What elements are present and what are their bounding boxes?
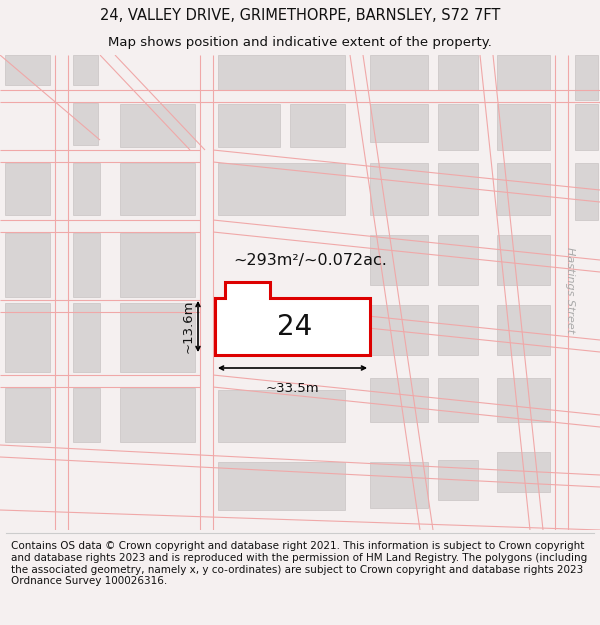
Polygon shape bbox=[73, 103, 98, 145]
Polygon shape bbox=[497, 378, 550, 422]
Text: 24: 24 bbox=[277, 313, 313, 341]
Polygon shape bbox=[215, 282, 370, 355]
Polygon shape bbox=[5, 163, 50, 215]
Polygon shape bbox=[575, 55, 598, 100]
Polygon shape bbox=[73, 388, 100, 442]
Polygon shape bbox=[497, 104, 550, 150]
Polygon shape bbox=[438, 104, 478, 150]
Polygon shape bbox=[5, 233, 50, 297]
Polygon shape bbox=[218, 163, 345, 215]
Polygon shape bbox=[120, 303, 195, 372]
Polygon shape bbox=[370, 462, 428, 508]
Polygon shape bbox=[438, 55, 478, 90]
Text: 24, VALLEY DRIVE, GRIMETHORPE, BARNSLEY, S72 7FT: 24, VALLEY DRIVE, GRIMETHORPE, BARNSLEY,… bbox=[100, 8, 500, 23]
Polygon shape bbox=[370, 305, 428, 355]
Polygon shape bbox=[290, 104, 345, 147]
Polygon shape bbox=[370, 163, 428, 215]
Polygon shape bbox=[497, 305, 550, 355]
Text: ~13.6m: ~13.6m bbox=[182, 300, 195, 353]
Polygon shape bbox=[73, 303, 100, 372]
Polygon shape bbox=[218, 104, 280, 147]
Polygon shape bbox=[73, 163, 100, 215]
Polygon shape bbox=[438, 460, 478, 500]
Polygon shape bbox=[5, 388, 50, 442]
Polygon shape bbox=[497, 55, 550, 90]
Polygon shape bbox=[5, 303, 50, 372]
Polygon shape bbox=[438, 235, 478, 285]
Polygon shape bbox=[370, 104, 428, 142]
Text: Map shows position and indicative extent of the property.: Map shows position and indicative extent… bbox=[108, 36, 492, 49]
Text: ~293m²/~0.072ac.: ~293m²/~0.072ac. bbox=[233, 253, 387, 268]
Polygon shape bbox=[370, 235, 428, 285]
Polygon shape bbox=[120, 233, 195, 297]
Polygon shape bbox=[5, 55, 50, 85]
Polygon shape bbox=[575, 104, 598, 150]
Polygon shape bbox=[438, 305, 478, 355]
Polygon shape bbox=[73, 55, 98, 85]
Text: Hastings Street: Hastings Street bbox=[565, 247, 575, 333]
Polygon shape bbox=[218, 462, 345, 510]
Polygon shape bbox=[73, 233, 100, 297]
Polygon shape bbox=[497, 163, 550, 215]
Polygon shape bbox=[218, 55, 345, 90]
Text: Contains OS data © Crown copyright and database right 2021. This information is : Contains OS data © Crown copyright and d… bbox=[11, 541, 587, 586]
Polygon shape bbox=[370, 378, 428, 422]
Polygon shape bbox=[575, 163, 598, 220]
Text: ~33.5m: ~33.5m bbox=[266, 382, 319, 395]
Polygon shape bbox=[497, 452, 550, 492]
Polygon shape bbox=[370, 55, 428, 90]
Polygon shape bbox=[497, 235, 550, 285]
Polygon shape bbox=[218, 390, 345, 442]
Polygon shape bbox=[120, 163, 195, 215]
Polygon shape bbox=[438, 163, 478, 215]
Polygon shape bbox=[120, 104, 195, 147]
Polygon shape bbox=[438, 378, 478, 422]
Polygon shape bbox=[120, 388, 195, 442]
